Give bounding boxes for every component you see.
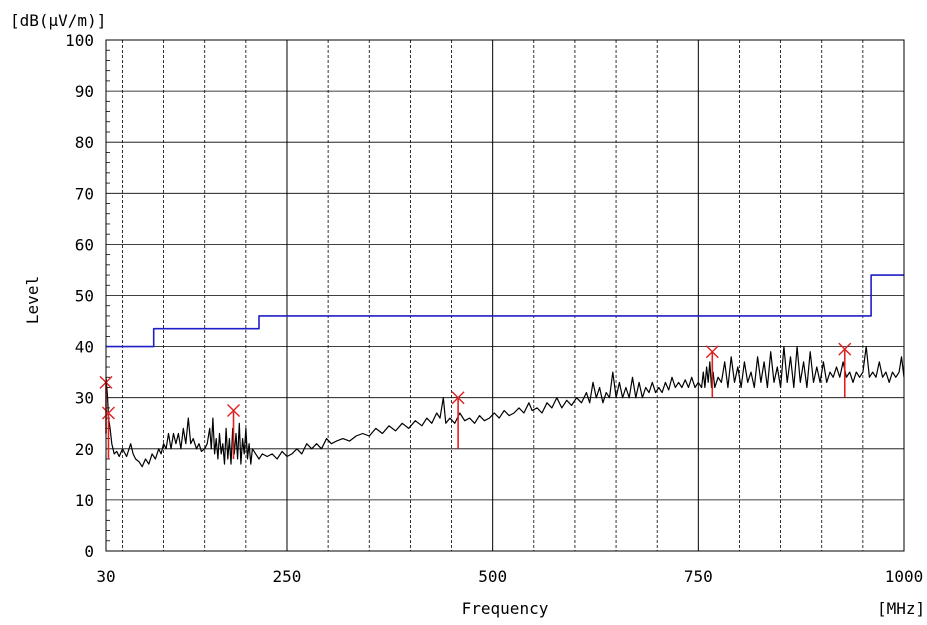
y-tick-label: 0 bbox=[84, 542, 94, 561]
x-tick-label: 1000 bbox=[885, 567, 924, 586]
y-tick-label: 30 bbox=[75, 389, 94, 408]
peak-marker-cross bbox=[451, 391, 465, 405]
series-group bbox=[105, 274, 905, 468]
x-axis-title: Frequency bbox=[462, 599, 549, 618]
x-unit-label: [MHz] bbox=[877, 599, 925, 618]
y-tick-label: 80 bbox=[75, 133, 94, 152]
peak-marker-cross bbox=[227, 403, 241, 417]
y-tick-label: 50 bbox=[75, 287, 94, 306]
x-tick-label: 750 bbox=[684, 567, 713, 586]
plot-frame bbox=[105, 39, 905, 552]
x-tick-label: 500 bbox=[478, 567, 507, 586]
y-tick-label: 10 bbox=[75, 491, 94, 510]
peak-marker-cross bbox=[101, 406, 115, 420]
peak-marker-cross bbox=[705, 345, 719, 359]
x-tick-label: 250 bbox=[273, 567, 302, 586]
y-tick-label: 70 bbox=[75, 184, 94, 203]
measurement-trace bbox=[105, 346, 905, 468]
y-unit-label: [dB(μV/m)] bbox=[10, 11, 106, 30]
y-tick-label: 60 bbox=[75, 235, 94, 254]
x-tick-labels: 30 250 500 750 1000 bbox=[96, 567, 923, 586]
peak-markers bbox=[99, 342, 852, 460]
y-tick-label: 90 bbox=[75, 82, 94, 101]
y-axis-title: Level bbox=[23, 276, 42, 324]
y-tick-label: 20 bbox=[75, 440, 94, 459]
y-tick-label: 40 bbox=[75, 338, 94, 357]
grid bbox=[106, 39, 904, 552]
y-tick-labels: 0 10 20 30 40 50 60 70 80 90 100 bbox=[65, 31, 94, 561]
x-tick-label: 30 bbox=[96, 567, 115, 586]
limit-line bbox=[106, 274, 904, 348]
peak-marker-cross bbox=[838, 342, 852, 356]
y-tick-label: 100 bbox=[65, 31, 94, 50]
